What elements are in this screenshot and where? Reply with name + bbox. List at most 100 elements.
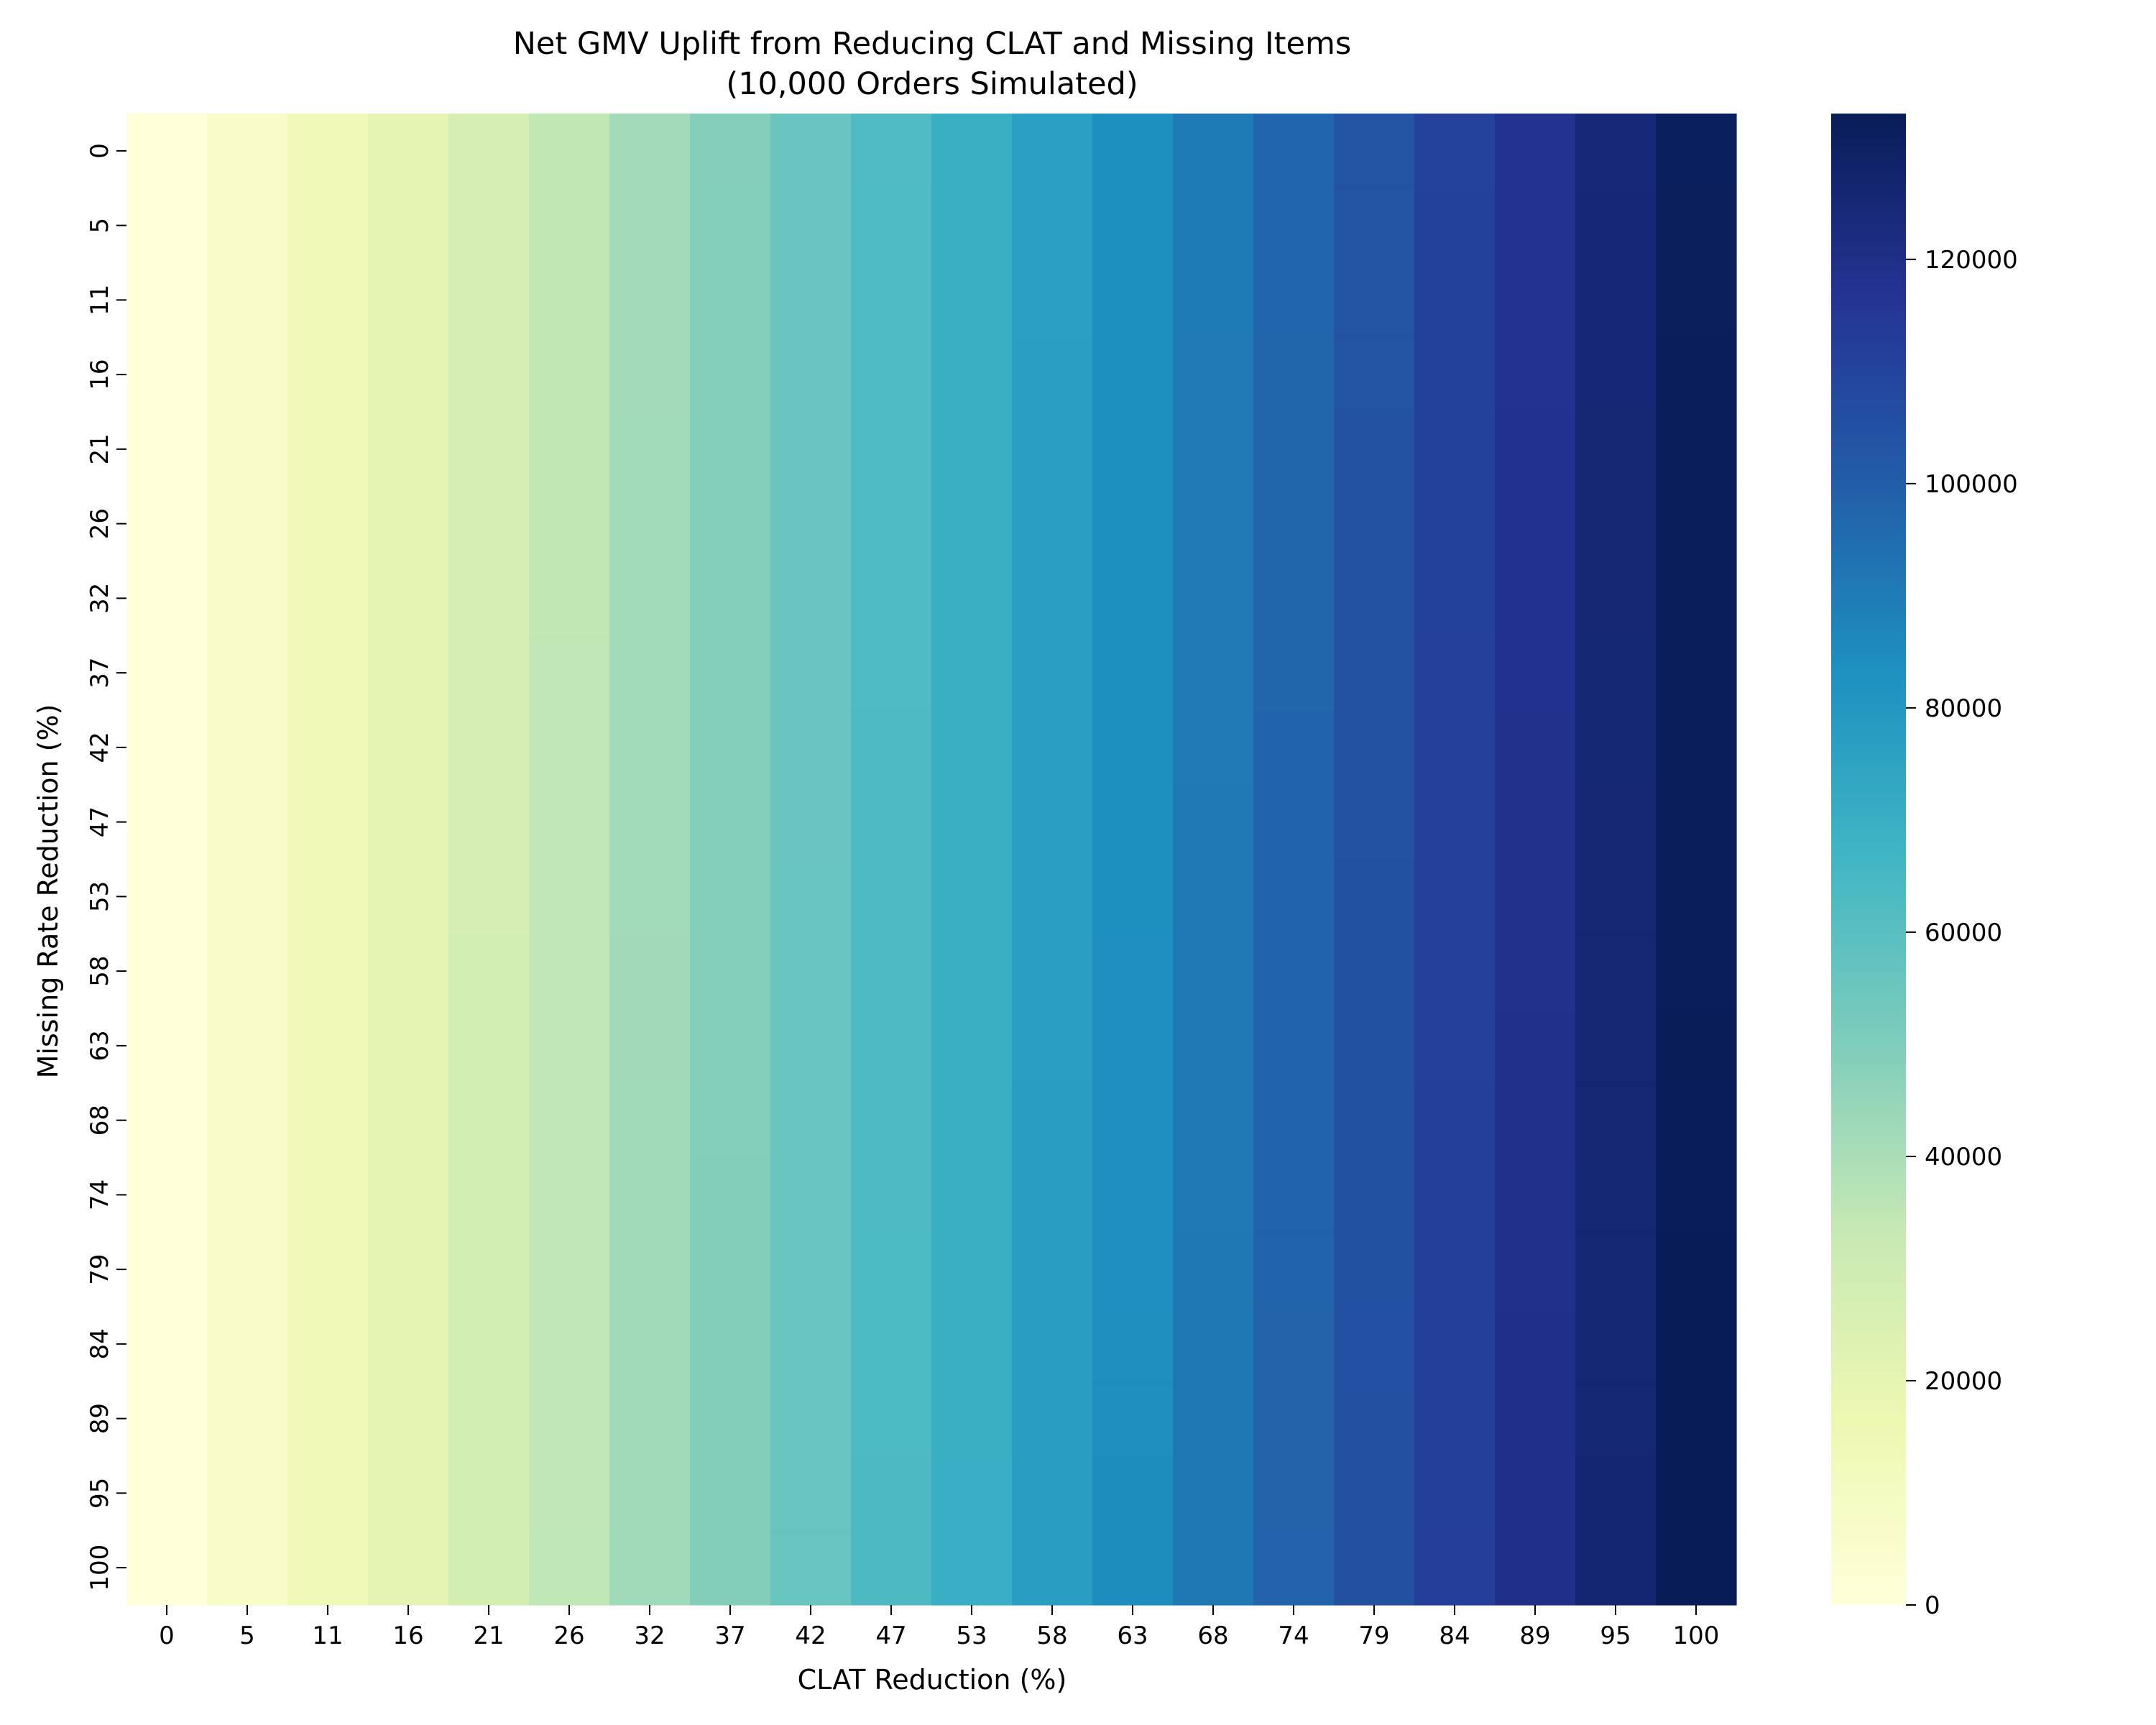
heatmap-cell	[1575, 337, 1657, 413]
heatmap-cell	[609, 1157, 691, 1233]
heatmap-cell	[1495, 561, 1576, 636]
heatmap-cell	[609, 262, 691, 338]
heatmap-cell	[1173, 561, 1254, 636]
heatmap-cell	[1253, 1455, 1335, 1531]
x-axis-label: CLAT Reduction (%)	[798, 1664, 1067, 1696]
heatmap-cell	[851, 710, 932, 786]
heatmap-cell	[1173, 1008, 1254, 1084]
heatmap-cell	[448, 486, 530, 562]
heatmap-cell	[207, 635, 288, 711]
heatmap-cell	[1173, 412, 1254, 487]
chart-title: Net GMV Uplift from Reducing CLAT and Mi…	[513, 26, 1352, 62]
y-tick-label: 26	[86, 508, 114, 539]
heatmap-cell	[1012, 710, 1093, 786]
heatmap-cell	[126, 114, 208, 189]
heatmap-cell	[126, 486, 208, 562]
heatmap-cell	[1173, 1381, 1254, 1457]
y-axis-label: Missing Rate Reduction (%)	[32, 704, 64, 1079]
heatmap-cell	[448, 412, 530, 487]
heatmap-cell	[1575, 1008, 1657, 1084]
heatmap-cell	[1334, 1008, 1415, 1084]
heatmap-cell	[1575, 486, 1657, 562]
heatmap-cell	[1253, 1157, 1335, 1233]
x-tick-label: 16	[392, 1622, 423, 1650]
heatmap-cell	[770, 1082, 852, 1159]
heatmap-cell	[690, 486, 771, 562]
y-tick-label: 100	[86, 1545, 114, 1591]
heatmap-cell	[690, 561, 771, 636]
heatmap-cell	[207, 561, 288, 636]
heatmap-cell	[770, 412, 852, 487]
heatmap-cell	[1334, 710, 1415, 786]
heatmap-cell	[1414, 1157, 1496, 1233]
heatmap-cell	[690, 114, 771, 189]
heatmap-cell	[207, 1381, 288, 1457]
heatmap-cell	[1414, 262, 1496, 338]
heatmap-cell	[1092, 188, 1174, 264]
heatmap-cell	[1253, 784, 1335, 860]
heatmap-cell	[1495, 1157, 1576, 1233]
heatmap-cell	[1334, 114, 1415, 189]
heatmap-cell	[1092, 486, 1174, 562]
heatmap-cell	[690, 1232, 771, 1307]
heatmap-cell	[690, 784, 771, 860]
y-tick-label: 47	[86, 806, 114, 837]
heatmap-cell	[126, 262, 208, 338]
heatmap-cell	[851, 784, 932, 860]
heatmap-cell	[1092, 1530, 1174, 1606]
x-tick-label: 47	[875, 1622, 906, 1650]
heatmap-cell	[126, 412, 208, 487]
heatmap-cell	[931, 1008, 1013, 1084]
heatmap-cell	[1334, 635, 1415, 711]
heatmap-cell	[609, 412, 691, 487]
y-tick-label: 79	[86, 1254, 114, 1284]
heatmap-cell	[1012, 412, 1093, 487]
heatmap-cell	[851, 486, 932, 562]
heatmap-cell	[448, 561, 530, 636]
heatmap-cell	[770, 1381, 852, 1457]
heatmap-cell	[448, 1455, 530, 1531]
heatmap-cell	[287, 262, 369, 338]
heatmap-cell	[1092, 1232, 1174, 1307]
x-tick-label: 95	[1600, 1622, 1631, 1650]
heatmap-cell	[287, 859, 369, 934]
heatmap-cell	[609, 188, 691, 264]
y-tick-label: 84	[86, 1328, 114, 1359]
heatmap-cell	[529, 337, 610, 413]
heatmap-cell	[1656, 859, 1737, 934]
heatmap-cell	[690, 934, 771, 1009]
heatmap-cell	[287, 1082, 369, 1159]
heatmap-cell	[1253, 635, 1335, 711]
heatmap-cell	[1012, 635, 1093, 711]
x-tick-label: 84	[1439, 1622, 1470, 1650]
heatmap-cell	[1495, 784, 1576, 860]
heatmap-cell	[1092, 114, 1174, 189]
heatmap-cell	[287, 1530, 369, 1606]
heatmap-cell	[448, 635, 530, 711]
heatmap-cell	[529, 114, 610, 189]
x-tick-label: 21	[473, 1622, 504, 1650]
heatmap-cell	[207, 1008, 288, 1084]
y-tick-label: 21	[86, 433, 114, 464]
heatmap-cell	[1012, 1455, 1093, 1531]
heatmap-cell	[1495, 1307, 1576, 1382]
heatmap-cell	[931, 1307, 1013, 1382]
colorbar-ticks: 0 20000 40000 60000 80000 100000 120000	[1906, 246, 2018, 1620]
heatmap-cell	[690, 262, 771, 338]
heatmap-cell	[287, 784, 369, 860]
heatmap-cell	[931, 561, 1013, 636]
heatmap-cell	[448, 114, 530, 189]
heatmap-cell	[1414, 1530, 1496, 1606]
heatmap-cell	[1092, 859, 1174, 934]
y-tick-label: 0	[86, 143, 114, 159]
heatmap-cell	[770, 561, 852, 636]
y-axis-ticks: 0 5 11 16 21 26 32 37 42 47 53 58 63 68 74 79 84 89 95 100	[86, 143, 126, 1591]
heatmap-cell	[1495, 859, 1576, 934]
heatmap-cell	[851, 337, 932, 413]
heatmap-cell	[126, 784, 208, 860]
heatmap-cell	[770, 114, 852, 189]
heatmap-cell	[931, 1530, 1013, 1606]
heatmap-cell	[1495, 1530, 1576, 1606]
heatmap-cell	[368, 934, 449, 1009]
heatmap-cell	[1173, 1157, 1254, 1233]
